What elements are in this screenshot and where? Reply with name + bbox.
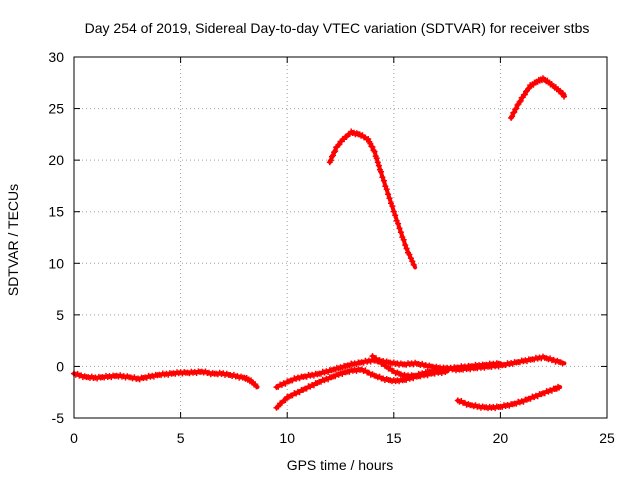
y-tick-label: 15 (48, 204, 64, 220)
data-point (559, 360, 566, 367)
x-tick-label: 10 (279, 430, 295, 446)
series-track-d (326, 128, 418, 270)
x-tick-label: 20 (493, 430, 509, 446)
x-tick-label: 25 (599, 430, 615, 446)
data-point (395, 220, 402, 227)
data-point (385, 191, 392, 198)
data-point (369, 144, 376, 150)
data-point (402, 242, 409, 249)
y-tick-label: 5 (56, 307, 64, 323)
data-point (510, 109, 517, 116)
x-axis-label: GPS time / hours (287, 457, 394, 473)
data-point (521, 91, 528, 98)
data-point (380, 177, 387, 184)
data-point (410, 261, 417, 268)
y-tick-label: 10 (48, 255, 64, 271)
data-point (371, 148, 378, 155)
data-point (556, 384, 562, 391)
data-point (386, 195, 393, 202)
data-point (516, 99, 523, 105)
x-tick-label: 0 (70, 430, 78, 446)
data-point (390, 208, 397, 215)
series-track-g (369, 353, 503, 380)
y-tick-label: -5 (52, 410, 65, 426)
data-point (275, 403, 282, 410)
series-track-a (71, 368, 260, 390)
data-point (397, 229, 404, 236)
y-tick-label: 25 (48, 101, 64, 117)
plot-frame (73, 56, 608, 419)
data-point (330, 152, 336, 159)
y-tick-label: 20 (48, 152, 64, 168)
data-point (253, 383, 260, 390)
data-point (383, 186, 390, 193)
y-axis-label: SDTVAR / TECUs (5, 184, 21, 296)
y-tick-label: 30 (48, 49, 64, 65)
data-point (373, 155, 380, 162)
data-point (378, 168, 384, 175)
data-point (365, 136, 372, 142)
data-point (331, 149, 338, 156)
data-point (335, 142, 342, 148)
data-point (282, 397, 289, 403)
data-point (375, 162, 382, 169)
series-track-e (508, 75, 567, 121)
data-point (327, 157, 334, 164)
x-tick-label: 5 (177, 430, 185, 446)
data-point (409, 258, 416, 265)
data-point (329, 153, 335, 160)
data-point (509, 113, 516, 120)
data-point (555, 383, 561, 390)
data-point (512, 106, 519, 113)
data-point (517, 97, 524, 104)
y-tick-label: 0 (56, 358, 64, 374)
data-point (332, 148, 339, 155)
data-point (389, 203, 396, 210)
data-point (406, 251, 413, 258)
data-point (400, 236, 407, 243)
series-track-f (454, 383, 563, 412)
data-point (392, 212, 399, 219)
data-point (561, 93, 567, 100)
data-point (495, 360, 502, 367)
data-point (525, 86, 532, 92)
axis-ticks: 0 5 10 15 20 25 -5 0 5 10 15 20 25 30 (48, 49, 615, 446)
series-line (327, 130, 418, 270)
data-point (396, 225, 403, 232)
data-point (511, 109, 518, 116)
grid (74, 57, 607, 418)
data-point (403, 245, 410, 252)
data-point (513, 105, 520, 112)
data-point (374, 159, 381, 166)
x-tick-label: 15 (386, 430, 402, 446)
data-point (379, 174, 386, 181)
chart-title: Day 254 of 2019, Sidereal Day-to-day VTE… (85, 20, 590, 36)
data-series (71, 75, 567, 412)
